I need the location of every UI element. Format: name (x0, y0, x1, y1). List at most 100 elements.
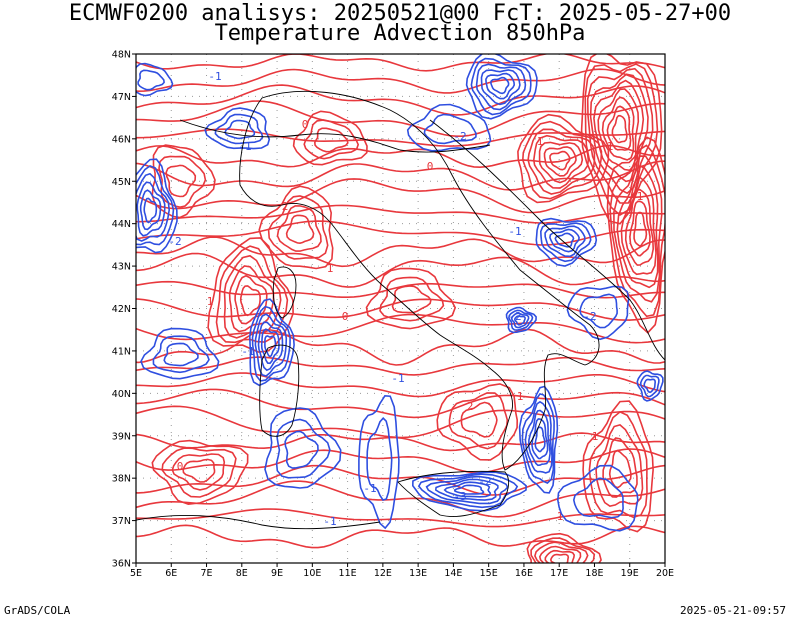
negative-contour-center (640, 374, 660, 398)
positive-contour-center (365, 267, 457, 330)
positive-contour (136, 388, 665, 419)
negative-contour-label: -1 (241, 345, 254, 358)
positive-contour (136, 236, 665, 268)
positive-contour-center (544, 549, 576, 563)
positive-contour-label: 2 (282, 200, 289, 213)
positive-contour-center (608, 449, 632, 489)
positive-contour-center (171, 453, 226, 491)
positive-contour (136, 204, 665, 224)
positive-contour (136, 178, 665, 214)
sardinia-coastline (259, 344, 300, 437)
negative-contour-label: -2 (478, 475, 491, 488)
lat-tick-label: 43N (112, 262, 131, 273)
map-title: ECMWF0200 analisys: 20250521@00 FcT: 202… (68, 1, 732, 26)
negative-contour-center (136, 158, 178, 254)
positive-contour-label: 1 (327, 262, 334, 275)
positive-contour-center (526, 532, 602, 563)
positive-contour-center (611, 114, 628, 144)
positive-contour-center (624, 188, 655, 266)
negative-contour-center (204, 107, 271, 150)
lat-tick-label: 45N (112, 177, 131, 188)
positive-contour-center (549, 150, 571, 171)
positive-contour-center (629, 200, 651, 257)
negative-contour-center (470, 57, 532, 116)
negative-contour-center (534, 426, 546, 453)
negative-contour-center (423, 113, 477, 145)
positive-contour (136, 252, 665, 288)
positive-advection-contours: 0 1 1 0 1 2 1 0 1 1 0 1 2 1 (136, 54, 665, 563)
negative-contour-center (475, 63, 527, 111)
positive-contour (136, 220, 665, 246)
lat-tick-label: 37N (112, 516, 131, 527)
positive-contour-center (606, 105, 632, 151)
negative-contour-center (465, 54, 538, 120)
positive-contour-center (258, 185, 334, 270)
positive-contour-center (151, 439, 249, 506)
negative-contour-center (224, 119, 256, 140)
positive-contour-center (448, 392, 509, 450)
lon-tick-label: 15E (480, 568, 498, 579)
positive-contour-center (586, 67, 654, 204)
negative-contour-center (510, 312, 530, 329)
negative-contour-center (636, 370, 664, 402)
positive-contour-center (538, 545, 582, 563)
positive-contour-center (620, 176, 657, 276)
coastlines-and-borders (136, 90, 665, 530)
positive-contour-center (285, 214, 315, 245)
positive-contour (136, 313, 665, 344)
positive-contour-label: 1 (637, 190, 644, 203)
lon-tick-label: 18E (585, 568, 603, 579)
positive-contour-center (303, 119, 360, 160)
negative-contour-center (535, 217, 598, 267)
negative-contour-center (579, 293, 618, 329)
lat-tick-label: 40N (112, 389, 131, 400)
lon-tick-label: 13E (409, 568, 427, 579)
positive-contour-center (460, 401, 498, 438)
lon-tick-label: 5E (130, 568, 142, 579)
negative-contour-center (366, 417, 393, 501)
positive-contour-center (609, 144, 665, 318)
africa-coastline (136, 514, 381, 530)
positive-contour (136, 100, 665, 137)
positive-contour (136, 524, 665, 549)
lon-tick-label: 12E (374, 568, 392, 579)
negative-contour-center (264, 407, 342, 489)
negative-contour-center (358, 394, 400, 530)
lon-tick-label: 8E (236, 568, 248, 579)
positive-contour-center (549, 553, 570, 563)
render-timestamp: 2025-05-21-09:57 (680, 604, 786, 617)
positive-contour-center (521, 120, 603, 200)
positive-contour (136, 328, 665, 366)
lon-tick-label: 14E (444, 568, 462, 579)
negative-contour-center (443, 481, 492, 498)
positive-contour (136, 372, 665, 398)
positive-contour (136, 280, 665, 299)
positive-contour-center (182, 458, 216, 483)
positive-contour (136, 160, 665, 191)
lon-tick-label: 9E (271, 568, 283, 579)
positive-contour-center (532, 134, 590, 189)
negative-contour-label: -3 (453, 490, 466, 503)
positive-contour-label: 1 (207, 295, 214, 308)
lat-tick-label: 48N (112, 50, 131, 61)
negative-contour-label: -1 (363, 482, 376, 495)
positive-contour (136, 68, 665, 94)
negative-contour-center (139, 189, 162, 231)
balkan-coastline (429, 119, 665, 361)
negative-contour-center (518, 385, 559, 494)
positive-contour-label: 1 (592, 430, 599, 443)
negative-contour-center (521, 392, 555, 484)
software-credit: GrADS/COLA (4, 604, 71, 617)
negative-contour-center (136, 164, 175, 246)
positive-contour-center (436, 383, 519, 461)
negative-contour-center (572, 477, 624, 519)
positive-contour-center (276, 205, 322, 252)
positive-contour (136, 84, 665, 116)
negative-contour-center (264, 335, 277, 358)
negative-contour-center (485, 72, 516, 100)
negative-contour-center (254, 313, 288, 377)
sicily-coastline (397, 470, 510, 517)
negative-contour-center (556, 464, 639, 532)
lon-tick-label: 10E (303, 568, 321, 579)
